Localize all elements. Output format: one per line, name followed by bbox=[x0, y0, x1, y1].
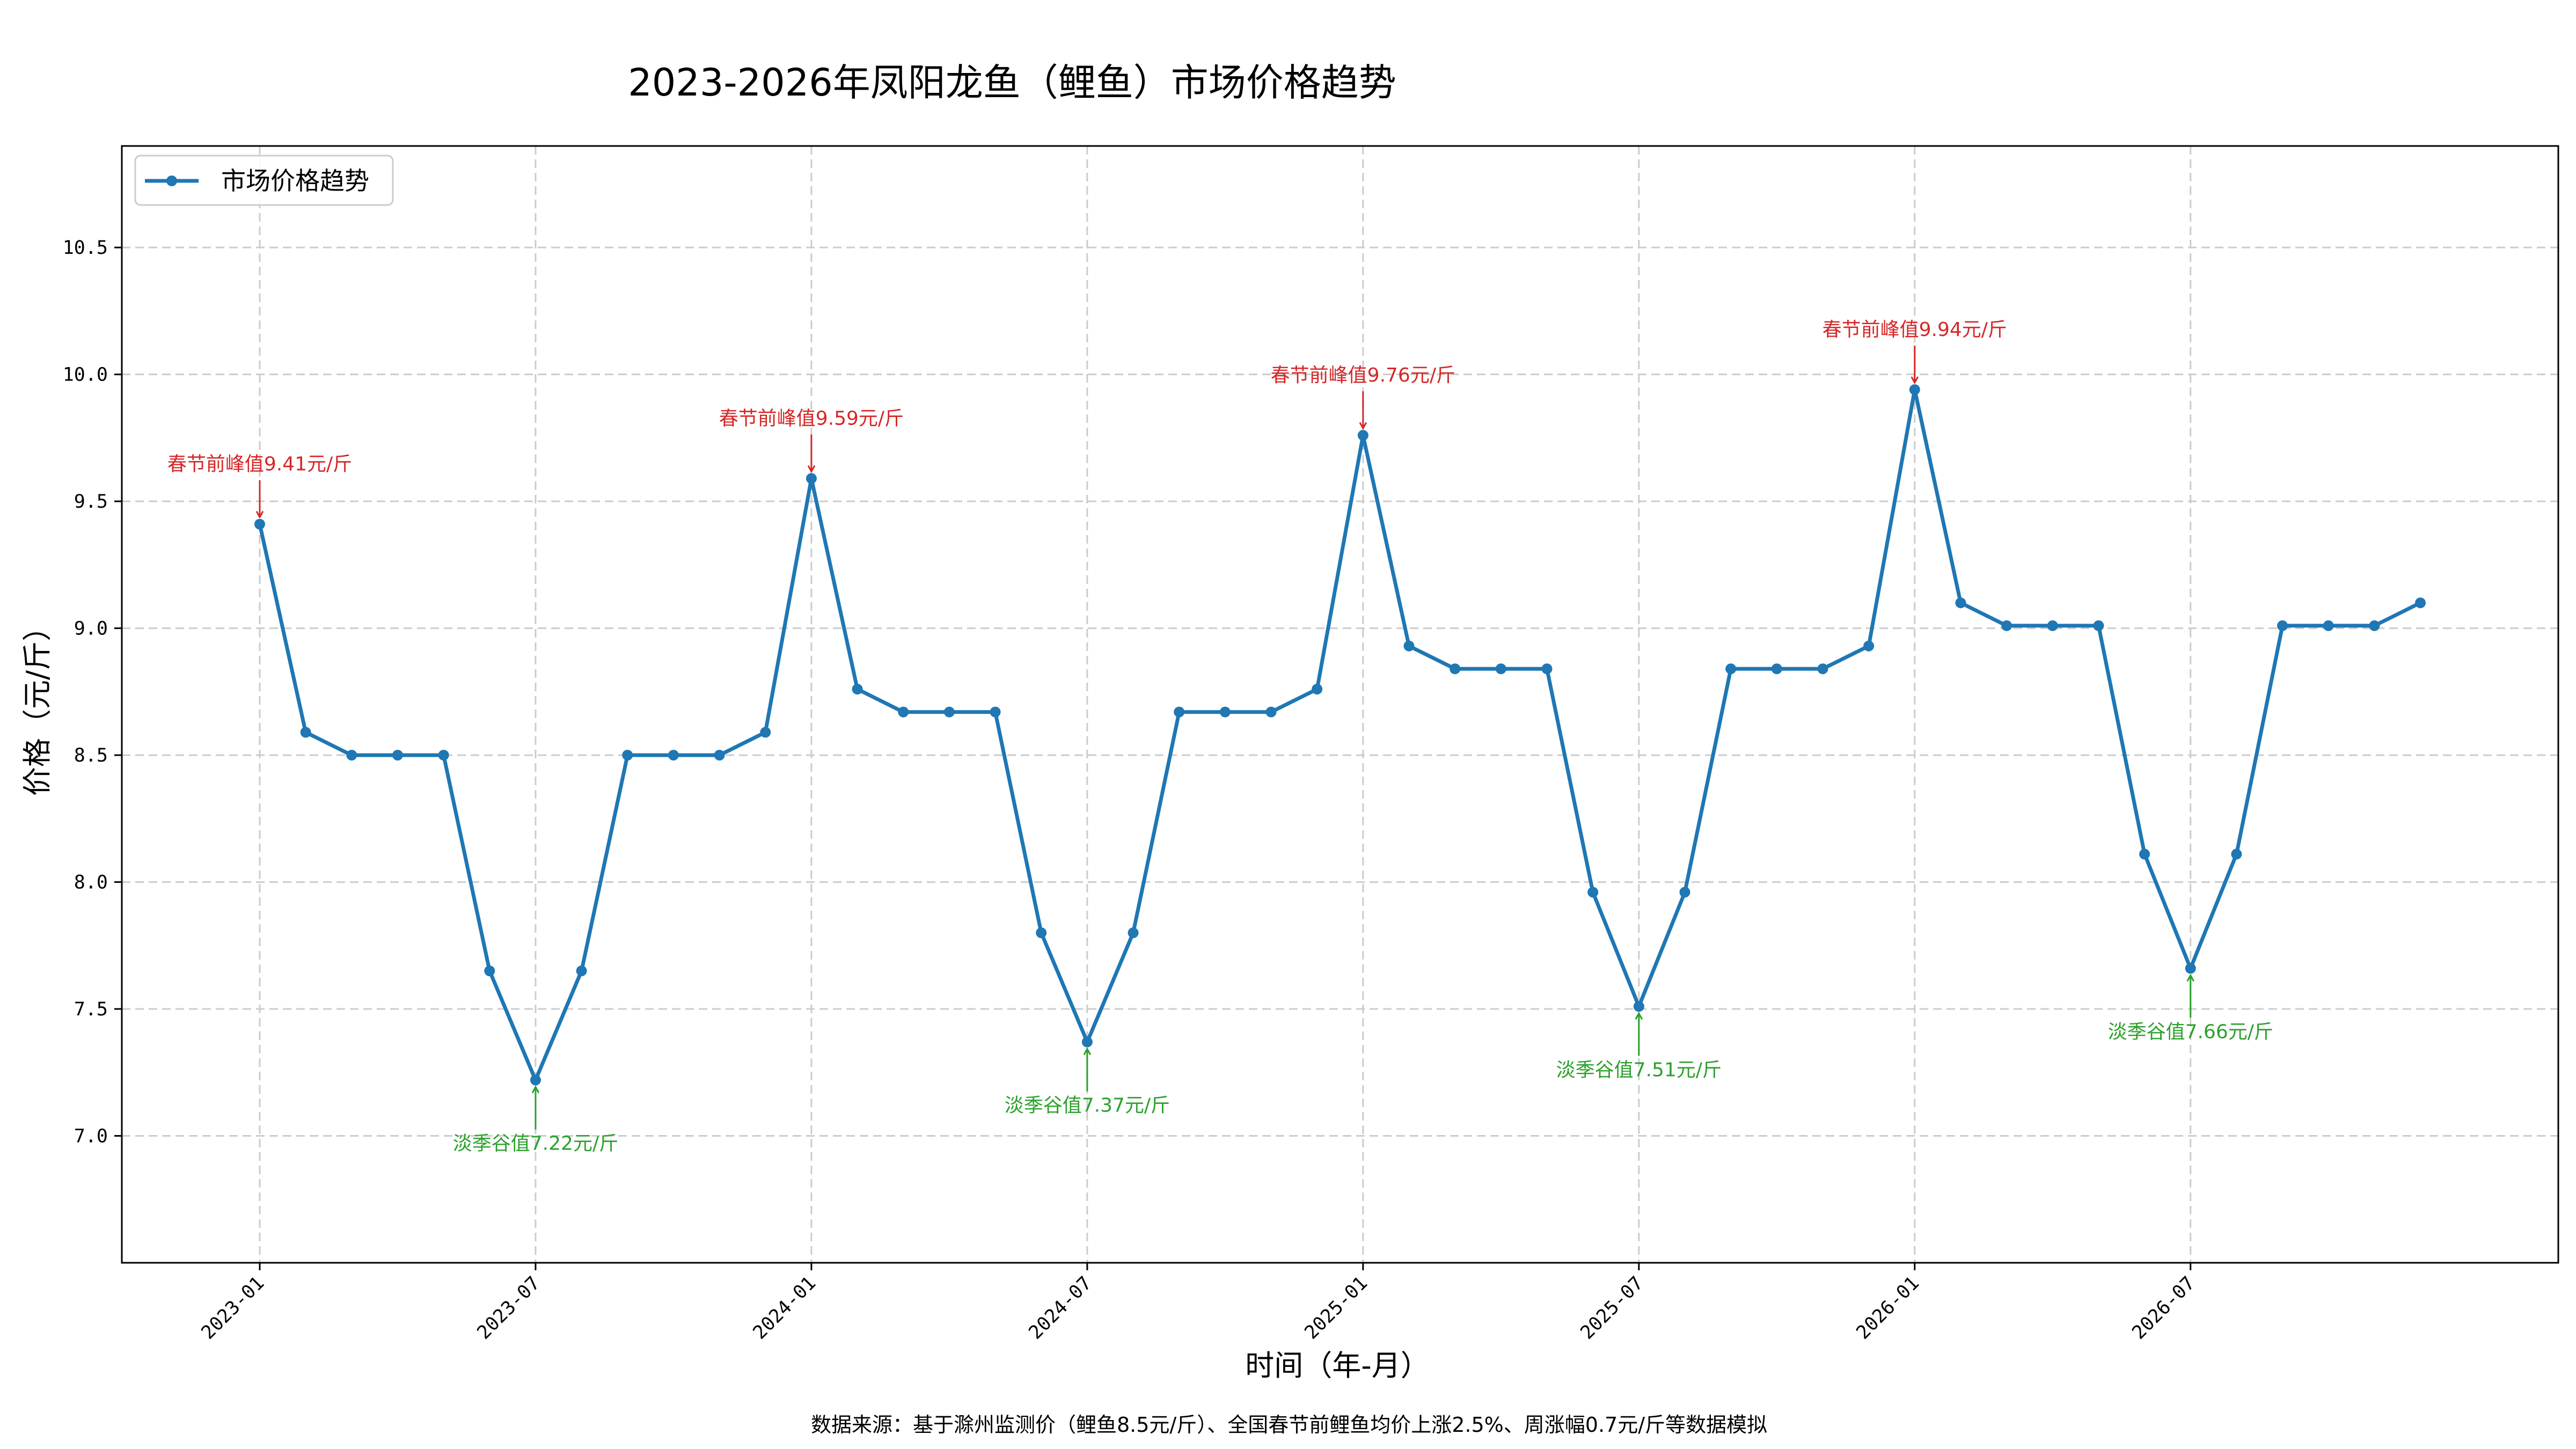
legend-label: 市场价格趋势 bbox=[221, 166, 369, 195]
data-point bbox=[1174, 706, 1185, 718]
data-point bbox=[2001, 620, 2012, 631]
data-point bbox=[254, 518, 265, 530]
data-point bbox=[622, 750, 633, 761]
data-point bbox=[1679, 887, 1690, 898]
data-point bbox=[1771, 663, 1782, 675]
data-point bbox=[1587, 887, 1599, 898]
data-point bbox=[1725, 663, 1737, 675]
trough-annotation: 淡季谷值7.37元/斤 bbox=[1005, 1095, 1170, 1117]
y-tick-label: 7.0 bbox=[74, 1126, 108, 1147]
data-point bbox=[484, 965, 495, 977]
legend-marker bbox=[166, 175, 177, 186]
data-point bbox=[1863, 640, 1875, 652]
x-axis-label: 时间（年-月） bbox=[1245, 1349, 1430, 1382]
x-tick-label: 2025-01 bbox=[1301, 1272, 1372, 1344]
y-tick-label: 7.5 bbox=[74, 999, 108, 1020]
x-tick-label: 2025-07 bbox=[1577, 1272, 1648, 1344]
x-tick-label: 2023-07 bbox=[473, 1272, 545, 1344]
data-point bbox=[2323, 620, 2334, 631]
data-point bbox=[1955, 597, 1966, 609]
data-point bbox=[2231, 848, 2242, 860]
data-point bbox=[1081, 1036, 1093, 1048]
data-point bbox=[1357, 430, 1368, 441]
y-tick-label: 8.5 bbox=[74, 745, 108, 766]
peak-annotation: 春节前峰值9.94元/斤 bbox=[1823, 319, 2007, 341]
data-point bbox=[898, 706, 909, 718]
data-point bbox=[943, 706, 955, 718]
data-point bbox=[714, 750, 725, 761]
x-tick-label: 2026-07 bbox=[2128, 1272, 2199, 1344]
data-point bbox=[530, 1074, 541, 1086]
x-tick-label: 2024-01 bbox=[749, 1272, 821, 1344]
data-point bbox=[1265, 706, 1277, 718]
y-tick-label: 8.0 bbox=[74, 872, 108, 894]
peak-annotation: 春节前峰值9.59元/斤 bbox=[719, 408, 904, 430]
peak-annotation: 春节前峰值9.76元/斤 bbox=[1271, 364, 1455, 386]
data-point bbox=[806, 473, 817, 484]
data-point bbox=[1633, 1001, 1644, 1012]
data-point bbox=[1541, 663, 1553, 675]
data-point bbox=[438, 750, 449, 761]
data-point bbox=[2277, 620, 2288, 631]
data-point bbox=[2415, 597, 2426, 609]
trough-annotation: 淡季谷值7.51元/斤 bbox=[1556, 1059, 1722, 1081]
data-point bbox=[346, 750, 357, 761]
data-point bbox=[668, 750, 679, 761]
data-point bbox=[1312, 684, 1323, 695]
y-tick-label: 9.0 bbox=[74, 618, 108, 640]
y-tick-label: 10.0 bbox=[63, 364, 108, 386]
y-axis: 7.0 7.5 8.0 8.5 9.0 9.5 10.0 10.5 bbox=[63, 237, 122, 1147]
data-point bbox=[1909, 384, 1920, 396]
x-axis: 2023-01 2023-07 2024-01 2024-07 2025-01 2025-… bbox=[197, 1263, 2199, 1344]
data-source-note: 数据来源：基于滁州监测价（鲤鱼8.5元/斤）、全国春节前鲤鱼均价上涨2.5%、周… bbox=[811, 1413, 1767, 1437]
plot-area bbox=[121, 145, 2559, 1264]
trough-annotation: 淡季谷值7.66元/斤 bbox=[2108, 1021, 2273, 1043]
data-point bbox=[1219, 706, 1231, 718]
data-point bbox=[2047, 620, 2058, 631]
x-tick-label: 2026-01 bbox=[1853, 1272, 1924, 1344]
series-layer bbox=[254, 384, 2426, 1086]
data-point bbox=[1495, 663, 1506, 675]
x-tick-label: 2024-07 bbox=[1025, 1272, 1096, 1344]
data-point bbox=[1450, 663, 1461, 675]
data-point bbox=[760, 727, 771, 738]
grid bbox=[122, 146, 2558, 1263]
y-tick-label: 9.5 bbox=[74, 491, 108, 513]
series-line bbox=[258, 387, 2423, 1082]
data-point bbox=[392, 750, 403, 761]
trough-annotation: 淡季谷值7.22元/斤 bbox=[453, 1132, 618, 1154]
data-point bbox=[1036, 927, 1047, 939]
data-point bbox=[2093, 620, 2104, 631]
peak-annotation: 春节前峰值9.41元/斤 bbox=[167, 453, 352, 475]
data-point bbox=[852, 684, 863, 695]
y-axis-label: 价格（元/斤） bbox=[20, 612, 54, 796]
y-tick-label: 10.5 bbox=[63, 237, 108, 259]
annotations: 春节前峰值9.41元/斤 春节前峰值9.59元/斤 春节前峰值9.76元/斤 春节前峰… bbox=[167, 319, 2273, 1154]
chart-title: 2023-2026年凤阳龙鱼（鲤鱼）市场价格趋势 bbox=[628, 61, 1396, 105]
x-tick-label: 2023-01 bbox=[197, 1272, 269, 1344]
data-point bbox=[576, 965, 587, 977]
data-point bbox=[1128, 927, 1139, 939]
data-point bbox=[990, 706, 1001, 718]
data-point bbox=[2139, 848, 2150, 860]
data-point bbox=[2185, 963, 2196, 974]
legend[interactable]: 市场价格趋势 bbox=[134, 155, 394, 206]
legend-box bbox=[134, 155, 394, 206]
data-point bbox=[300, 727, 311, 738]
data-point bbox=[1817, 663, 1828, 675]
data-point bbox=[1403, 640, 1415, 652]
data-point bbox=[2369, 620, 2380, 631]
